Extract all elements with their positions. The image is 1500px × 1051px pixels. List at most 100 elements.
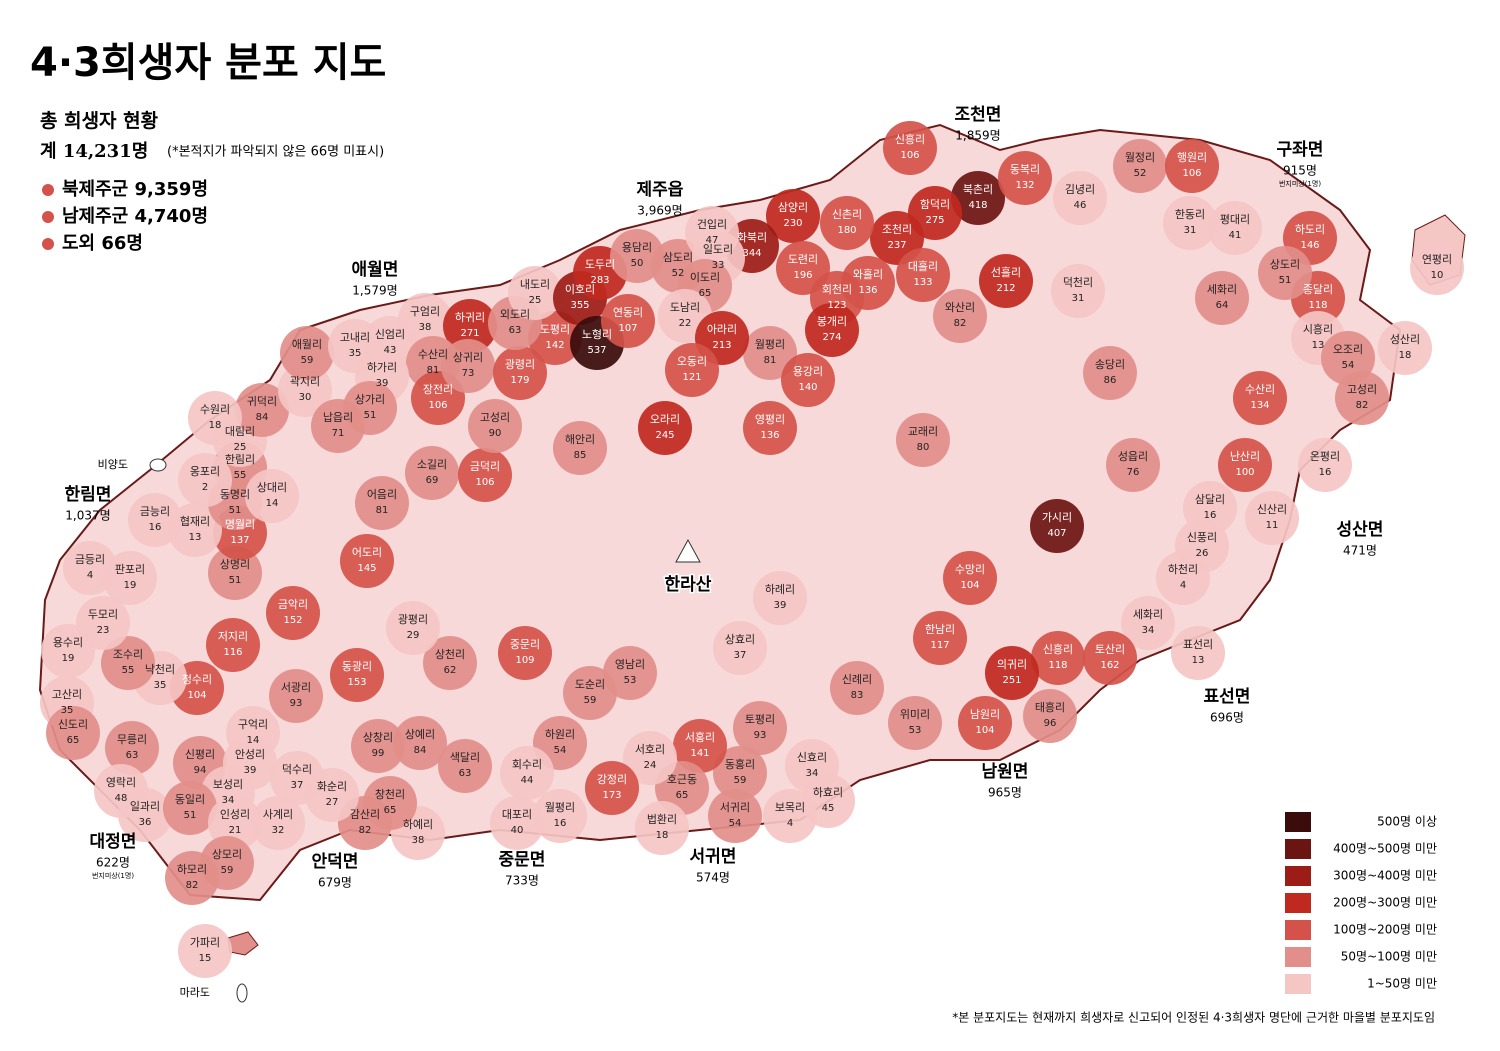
legend-swatch bbox=[1285, 947, 1311, 967]
district-name: 안덕면 bbox=[312, 852, 359, 872]
village-area bbox=[405, 446, 459, 500]
village-area bbox=[1156, 551, 1210, 605]
village-count: 137 bbox=[230, 535, 249, 546]
village-name: 수망리 bbox=[955, 563, 985, 576]
village-count: 10 bbox=[1431, 270, 1444, 281]
village-name: 안성리 bbox=[235, 748, 265, 761]
village-count: 31 bbox=[1184, 225, 1197, 236]
village-count: 106 bbox=[1182, 168, 1201, 179]
village-name: 삼도리 bbox=[663, 251, 693, 264]
village-name: 협재리 bbox=[180, 515, 210, 528]
village-count: 162 bbox=[1100, 660, 1119, 671]
district-name: 조천면 bbox=[955, 105, 1002, 125]
village-name: 저지리 bbox=[218, 630, 248, 643]
village-area bbox=[1106, 438, 1160, 492]
village-area bbox=[1258, 246, 1312, 300]
village-count: 51 bbox=[1279, 275, 1292, 286]
village-name: 연평리 bbox=[1422, 253, 1452, 266]
village-name: 신엄리 bbox=[375, 328, 405, 341]
village-name: 용담리 bbox=[622, 241, 652, 254]
village-area bbox=[1195, 271, 1249, 325]
village-name: 고성리 bbox=[480, 411, 510, 424]
district-count: 1,579명 bbox=[352, 284, 397, 298]
village-count: 4 bbox=[1180, 580, 1186, 591]
village-count: 84 bbox=[414, 745, 427, 756]
village-name: 신흥리 bbox=[1043, 642, 1073, 656]
village-name: 고산리 bbox=[52, 688, 82, 701]
village-count: 35 bbox=[154, 680, 167, 691]
village-name: 영남리 bbox=[615, 658, 645, 671]
village-count: 136 bbox=[760, 430, 779, 441]
village-count: 418 bbox=[968, 200, 987, 211]
village-name: 남원리 bbox=[970, 708, 1000, 721]
village-count: 133 bbox=[913, 277, 932, 288]
village-count: 53 bbox=[909, 725, 922, 736]
village-count: 245 bbox=[655, 430, 674, 441]
village-count: 51 bbox=[229, 505, 242, 516]
village-area bbox=[1121, 596, 1175, 650]
village-area bbox=[1410, 241, 1464, 295]
village-count: 407 bbox=[1047, 528, 1066, 539]
village-count: 212 bbox=[996, 283, 1015, 294]
village-name: 도순리 bbox=[575, 678, 605, 691]
gapa-island bbox=[227, 931, 259, 956]
village-area bbox=[553, 421, 607, 475]
village-area bbox=[896, 413, 950, 467]
village-name: 판포리 bbox=[115, 563, 145, 576]
village-count: 344 bbox=[742, 248, 761, 259]
village-count: 35 bbox=[349, 348, 362, 359]
village-name: 광령리 bbox=[505, 358, 535, 371]
village-count: 33 bbox=[712, 260, 725, 271]
village-name: 용수리 bbox=[53, 636, 83, 649]
village-count: 173 bbox=[602, 790, 621, 801]
village-area bbox=[330, 648, 384, 702]
village-name: 온평리 bbox=[1310, 450, 1340, 463]
village-area bbox=[1233, 371, 1287, 425]
village-name: 신산리 bbox=[1257, 503, 1287, 516]
village-count: 82 bbox=[1356, 400, 1369, 411]
village-name: 성읍리 bbox=[1118, 450, 1148, 463]
village-count: 59 bbox=[734, 775, 747, 786]
district-name: 애월면 bbox=[352, 260, 399, 280]
legend-swatch bbox=[1285, 893, 1311, 913]
island-name: 비양도 bbox=[98, 458, 128, 471]
village-name: 동홍리 bbox=[725, 757, 755, 771]
village-name: 애월리 bbox=[292, 338, 322, 351]
village-count: 64 bbox=[1216, 300, 1229, 311]
village-count: 37 bbox=[291, 780, 304, 791]
village-name: 납읍리 bbox=[323, 411, 353, 424]
village-area bbox=[1083, 631, 1137, 685]
village-count: 50 bbox=[631, 258, 644, 269]
village-area bbox=[500, 746, 554, 800]
village-area bbox=[270, 751, 324, 805]
village-name: 의귀리 bbox=[997, 658, 1027, 671]
village-name: 상창리 bbox=[363, 731, 393, 744]
village-name: 두모리 bbox=[88, 608, 118, 621]
village-name: 상명리 bbox=[220, 558, 250, 571]
village-count: 39 bbox=[774, 600, 787, 611]
village-count: 109 bbox=[515, 655, 534, 666]
village-area bbox=[1023, 689, 1077, 743]
village-count: 121 bbox=[682, 372, 701, 383]
village-area bbox=[1208, 201, 1262, 255]
village-area bbox=[743, 401, 797, 455]
village-count: 65 bbox=[384, 805, 397, 816]
village-name: 신례리 bbox=[842, 673, 872, 686]
district-name: 표선면 bbox=[1204, 687, 1251, 707]
village-name: 덕수리 bbox=[282, 763, 312, 776]
village-count: 83 bbox=[851, 690, 864, 701]
district-name: 서귀면 bbox=[690, 847, 737, 867]
village-count: 53 bbox=[624, 675, 637, 686]
mara-island bbox=[236, 983, 248, 1003]
village-area bbox=[441, 339, 495, 393]
village-count: 118 bbox=[1308, 300, 1327, 311]
village-count: 132 bbox=[1015, 180, 1034, 191]
village-name: 교래리 bbox=[908, 425, 938, 438]
village-count: 179 bbox=[510, 375, 529, 386]
district-count: 622명 bbox=[96, 856, 130, 870]
village-area bbox=[398, 293, 452, 347]
village-area bbox=[985, 646, 1039, 700]
village-area bbox=[913, 611, 967, 665]
village-count: 38 bbox=[412, 835, 425, 846]
village-count: 141 bbox=[690, 748, 709, 759]
